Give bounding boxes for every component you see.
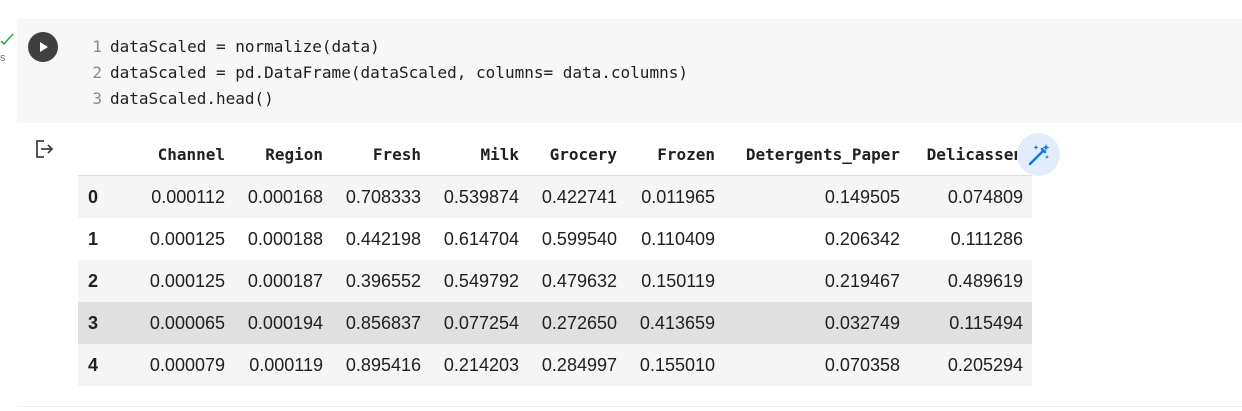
table-row: 2 0.000125 0.000187 0.396552 0.549792 0.… [78,260,1032,302]
table-cell: 0.396552 [323,260,421,302]
table-cell: 0.214203 [421,344,519,386]
column-header: Frozen [617,134,715,176]
table-cell: 0.489619 [900,260,1032,302]
line-number: 2 [92,63,102,82]
table-cell: 0.599540 [541,228,617,249]
table-cell: 0.272650 [519,302,617,344]
table-cell: 0.011965 [617,175,715,218]
table-header-row: Channel Region Fresh Milk Grocery Frozen… [78,134,1032,176]
table-cell: 0.479632 [519,260,617,302]
output-redirect-icon[interactable] [33,138,55,160]
table-cell: 0.000065 [108,302,225,344]
table-cell: 0.032749 [715,302,900,344]
table-cell: 0.000188 [247,228,323,249]
table-cell: 0.708333 [323,175,421,218]
table-cell: 0.284997 [519,344,617,386]
run-cell-button[interactable] [28,32,58,62]
table-cell: 0.150119 [617,260,715,302]
column-header: Detergents_Paper [715,134,900,176]
table-cell: 0.413659 [617,302,715,344]
code-cell[interactable] [17,19,1242,123]
table-cell: 0.000125 [149,228,225,249]
table-row: 0 0.000112 0.000168 0.708333 0.539874 0.… [78,175,1032,218]
cell-divider [17,406,1242,407]
table-cell: 0.856837 [323,302,421,344]
code-text: dataScaled.head() [110,89,274,108]
table-cell: 0.000079 [108,344,225,386]
row-index: 2 [78,260,108,302]
play-icon [40,42,48,52]
table-cell: 0.074809 [900,175,1032,218]
table-cell: 0.206342 [824,228,900,249]
column-header: Region [225,134,323,176]
code-line: 3 dataScaled.head() [80,86,688,112]
code-text: dataScaled = pd.DataFrame(dataScaled, co… [110,63,688,82]
table-cell: 0.000125 [108,260,225,302]
index-header [78,134,108,176]
table-cell: 0.422741 [519,175,617,218]
column-header: Fresh [323,134,421,176]
line-number: 3 [92,89,102,108]
magic-wand-button[interactable] [1017,133,1060,176]
dataframe-table: Channel Region Fresh Milk Grocery Frozen… [78,134,1032,386]
column-header: Channel [108,134,225,176]
table-cell: 0.111286 [950,228,1023,249]
table-cell: 0.205294 [900,344,1032,386]
code-editor[interactable]: 1 dataScaled = normalize(data) 2 dataScale… [80,34,688,112]
table-cell: 0.000168 [225,175,323,218]
table-cell: 0.000194 [225,302,323,344]
table-cell: 0.614704 [443,228,519,249]
table-cell: 0.442198 [345,228,421,249]
row-index: 1 [87,228,98,249]
table-cell: 0.110409 [641,228,715,249]
table-row: 4 0.000079 0.000119 0.895416 0.214203 0.… [78,344,1032,386]
table-cell: 0.077254 [421,302,519,344]
row-index: 4 [78,344,108,386]
table-cell: 0.000112 [108,175,225,218]
table-cell: 0.549792 [421,260,519,302]
column-header: Grocery [519,134,617,176]
code-line: 2 dataScaled = pd.DataFrame(dataScaled, c… [80,60,688,86]
table-cell: 0.539874 [421,175,519,218]
line-number: 1 [92,37,102,56]
table-row-highlighted: 3 0.000065 0.000194 0.856837 0.077254 0.… [78,302,1032,344]
table-cell: 0.149505 [715,175,900,218]
column-header: Milk [421,134,519,176]
execution-success-checkmark-icon [0,33,14,46]
table-cell: 0.155010 [617,344,715,386]
table-cell: 0.070358 [715,344,900,386]
execution-time: s [0,52,6,64]
code-text: dataScaled = normalize(data) [110,37,380,56]
row-index: 0 [78,175,108,218]
table-cell: 0.219467 [715,260,900,302]
table-cell: 0.000119 [225,344,323,386]
table-row: 1 0.000125 0.000188 0.442198 0.614704 0.… [78,218,1032,260]
table-cell: 0.000187 [225,260,323,302]
row-index: 3 [78,302,108,344]
code-line: 1 dataScaled = normalize(data) [80,34,688,60]
table-cell: 0.895416 [323,344,421,386]
magic-wand-icon [1028,143,1049,165]
table-cell: 0.115494 [900,302,1032,344]
column-header: Delicassen [900,134,1032,176]
